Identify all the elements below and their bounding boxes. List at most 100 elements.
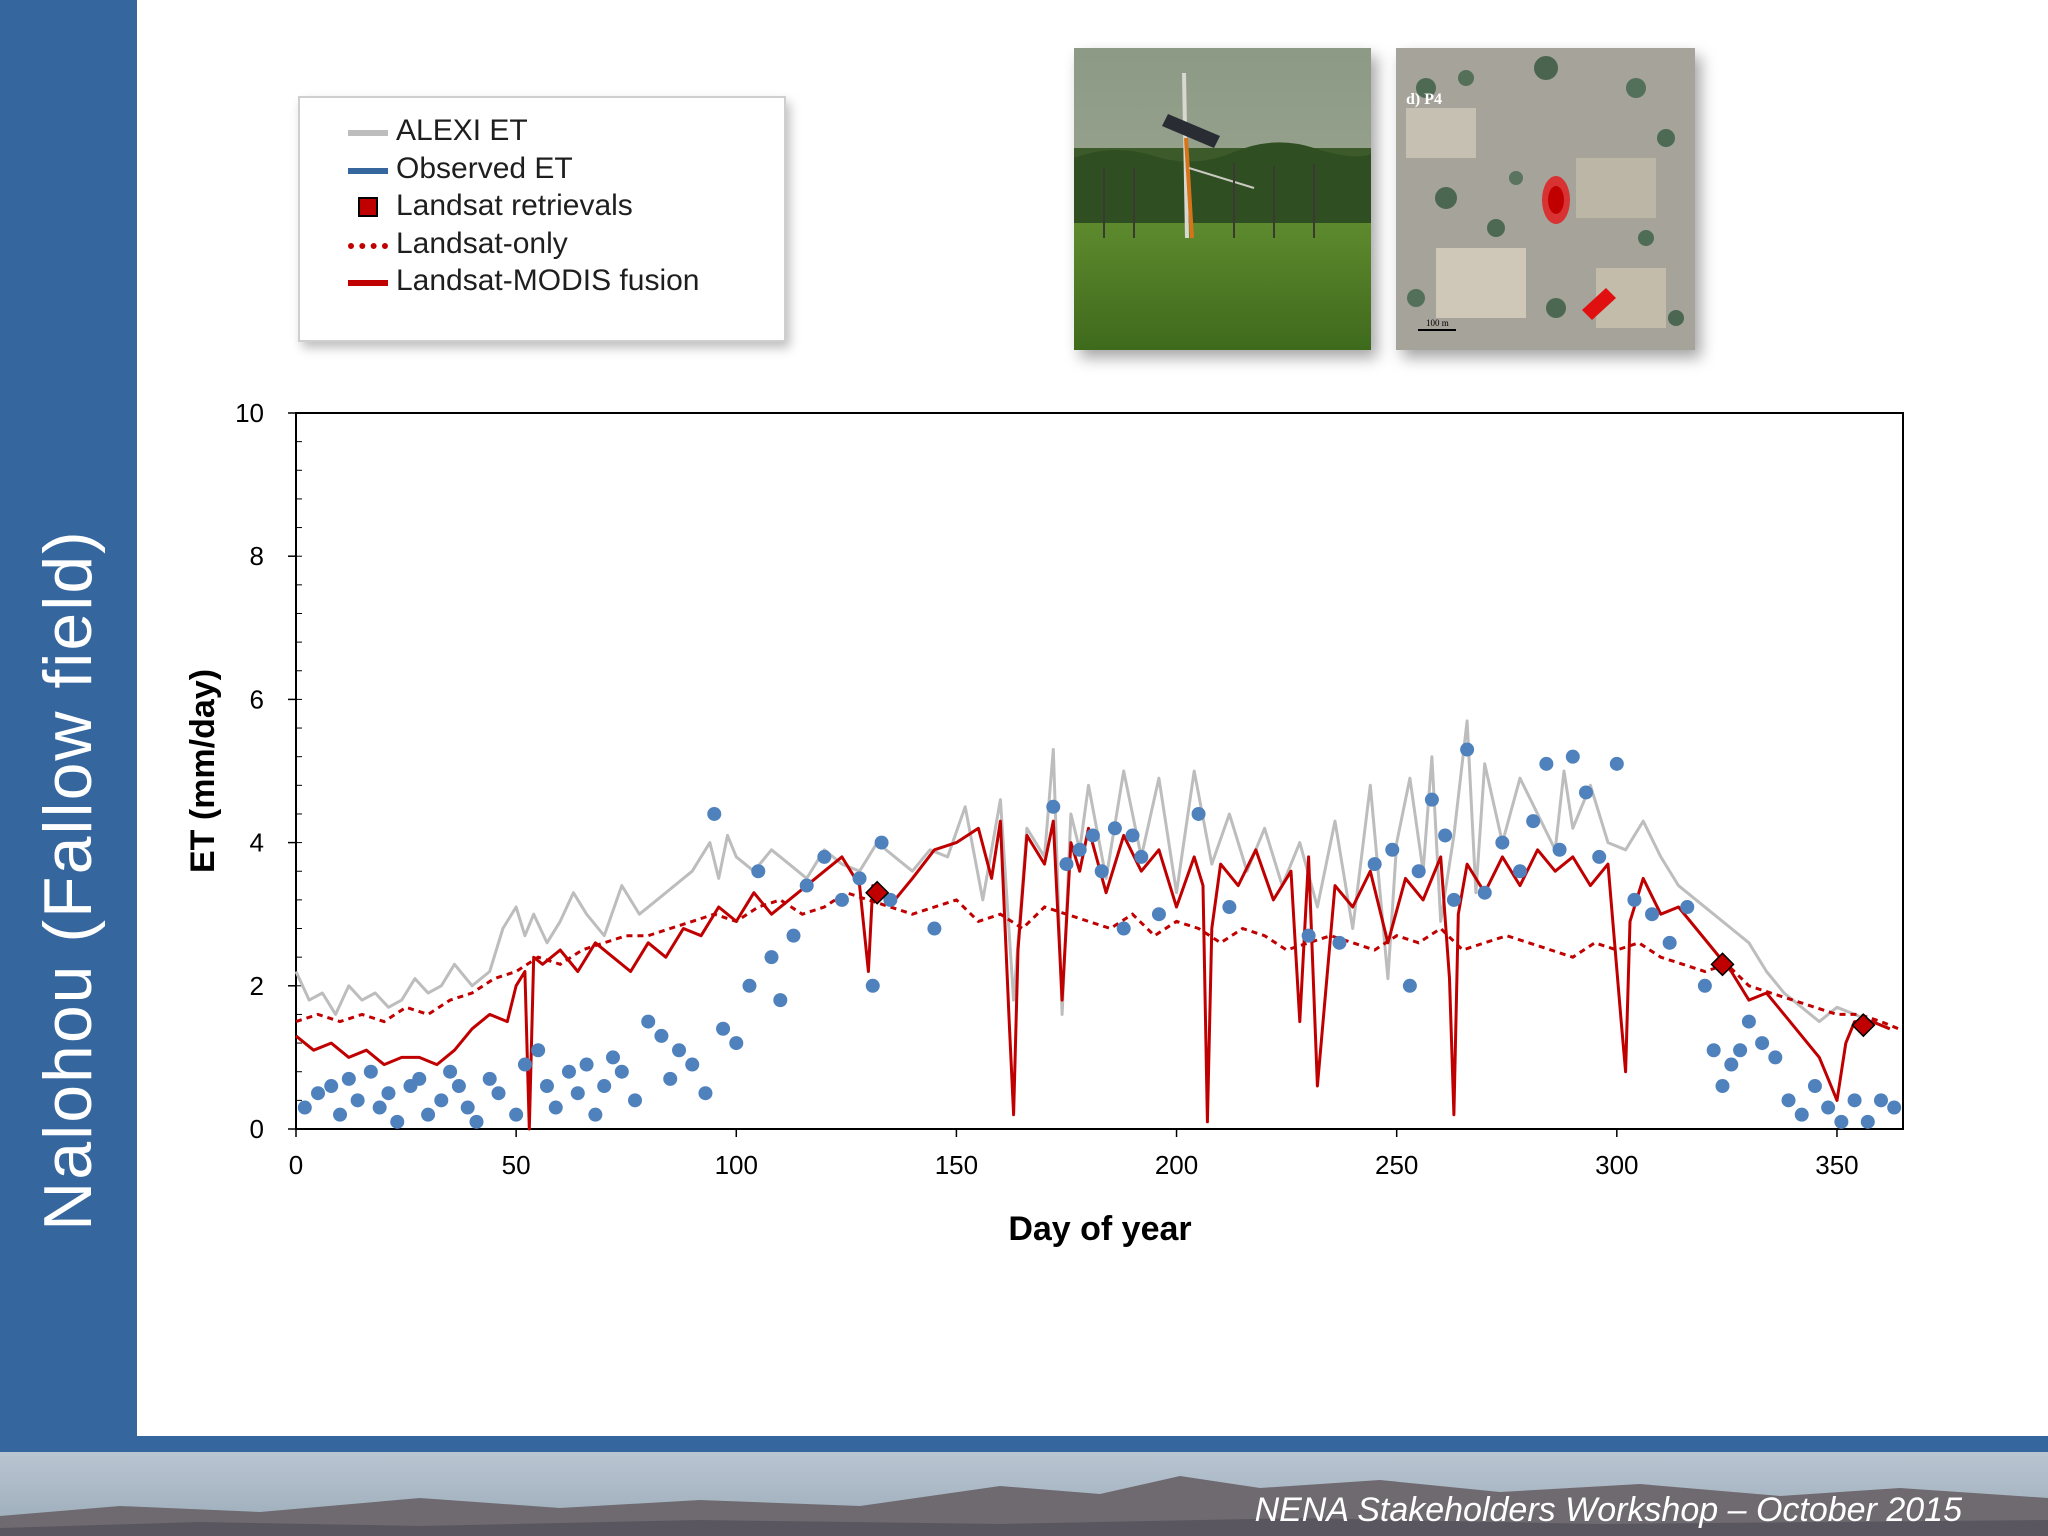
observed-et-point bbox=[1222, 900, 1237, 915]
legend-line-observed bbox=[348, 168, 388, 174]
x-tick-label: 150 bbox=[935, 1150, 978, 1180]
legend-line-alexi bbox=[348, 130, 388, 136]
observed-et-point bbox=[865, 978, 880, 993]
y-axis-ticks: 0 2 4 6 8 10 bbox=[235, 398, 296, 1144]
observed-et-point bbox=[1107, 821, 1122, 836]
observed-et-point bbox=[460, 1100, 475, 1115]
y-tick-label: 0 bbox=[250, 1114, 264, 1144]
observed-et-point bbox=[324, 1079, 339, 1094]
observed-et-point bbox=[1821, 1100, 1836, 1115]
x-axis-ticks: 0 50 100 150 200 250 300 350 bbox=[289, 1129, 1859, 1180]
observed-et-point bbox=[1367, 857, 1382, 872]
observed-et-point bbox=[1860, 1114, 1875, 1129]
observed-et-point bbox=[799, 878, 814, 893]
y-tick-label: 2 bbox=[250, 971, 264, 1001]
observed-et-point bbox=[597, 1079, 612, 1094]
map-panel-label: d) P4 bbox=[1406, 91, 1442, 108]
observed-et-point bbox=[363, 1064, 378, 1079]
observed-et-point bbox=[1592, 849, 1607, 864]
satellite-map-image: 100 m d) P4 bbox=[1396, 48, 1695, 350]
observed-et-point bbox=[531, 1043, 546, 1058]
legend-label-observed: Observed ET bbox=[396, 152, 573, 185]
observed-et-point bbox=[1609, 756, 1624, 771]
footer-divider bbox=[0, 1436, 2048, 1452]
chart-legend: ALEXI ET Observed ET Landsat retrievals … bbox=[298, 96, 786, 342]
observed-et-point bbox=[1460, 742, 1475, 757]
observed-et-point bbox=[1402, 978, 1417, 993]
observed-et-point bbox=[1755, 1036, 1770, 1051]
observed-et-point bbox=[707, 806, 722, 821]
observed-et-point bbox=[883, 892, 898, 907]
observed-et-point bbox=[1411, 864, 1426, 879]
observed-et-point bbox=[1385, 842, 1400, 857]
observed-et-point bbox=[1873, 1093, 1888, 1108]
observed-et-point bbox=[663, 1071, 678, 1086]
observed-et-point bbox=[1724, 1057, 1739, 1072]
observed-et-point bbox=[1424, 792, 1439, 807]
footer-caption: NENA Stakeholders Workshop – October 201… bbox=[1254, 1491, 1962, 1529]
series-landsat-only bbox=[295, 891, 1900, 1031]
observed-et-point bbox=[751, 864, 766, 879]
observed-et-point bbox=[491, 1086, 506, 1101]
legend-label-landsat-only: Landsat-only bbox=[396, 227, 568, 260]
observed-et-point bbox=[1834, 1114, 1849, 1129]
observed-et-point bbox=[1477, 885, 1492, 900]
footer: NENA Stakeholders Workshop – October 201… bbox=[0, 1436, 2048, 1536]
y-tick-label: 4 bbox=[250, 828, 264, 858]
x-tick-label: 250 bbox=[1375, 1150, 1418, 1180]
observed-et-point bbox=[451, 1079, 466, 1094]
observed-et-point bbox=[412, 1071, 427, 1086]
observed-et-point bbox=[1847, 1093, 1862, 1108]
observed-et-point bbox=[786, 928, 801, 943]
observed-et-point bbox=[685, 1057, 700, 1072]
observed-et-point bbox=[742, 978, 757, 993]
observed-et-point bbox=[874, 835, 889, 850]
observed-et-point bbox=[434, 1093, 449, 1108]
observed-et-point bbox=[1512, 864, 1527, 879]
observed-et-point bbox=[852, 871, 867, 886]
observed-et-point bbox=[539, 1079, 554, 1094]
observed-et-point bbox=[927, 921, 942, 936]
observed-et-point bbox=[1072, 842, 1087, 857]
observed-et-point bbox=[1733, 1043, 1748, 1058]
legend-label-retrievals: Landsat retrievals bbox=[396, 189, 633, 222]
observed-et-point bbox=[1794, 1107, 1809, 1122]
observed-et-point bbox=[1151, 907, 1166, 922]
observed-et-point bbox=[1680, 900, 1695, 915]
observed-et-point bbox=[341, 1071, 356, 1086]
sidebar: Nalohou (Fallow field) bbox=[0, 0, 137, 1436]
observed-et-point bbox=[729, 1036, 744, 1051]
x-tick-label: 50 bbox=[502, 1150, 531, 1180]
observed-et-point bbox=[1125, 828, 1140, 843]
observed-et-point bbox=[421, 1107, 436, 1122]
observed-et-point bbox=[1741, 1014, 1756, 1029]
observed-et-point bbox=[1495, 835, 1510, 850]
legend-item-observed: Observed ET bbox=[348, 150, 768, 188]
observed-et-point bbox=[1191, 806, 1206, 821]
observed-et-point bbox=[372, 1100, 387, 1115]
observed-et-point bbox=[297, 1100, 312, 1115]
observed-et-point bbox=[1332, 935, 1347, 950]
observed-et-point bbox=[1781, 1093, 1796, 1108]
mountain-backdrop bbox=[0, 1436, 2048, 1536]
observed-et-point bbox=[834, 892, 849, 907]
observed-et-point bbox=[548, 1100, 563, 1115]
observed-et-point bbox=[350, 1093, 365, 1108]
observed-et-point bbox=[716, 1021, 731, 1036]
observed-et-point bbox=[1768, 1050, 1783, 1065]
y-tick-label: 6 bbox=[250, 684, 264, 714]
x-tick-label: 350 bbox=[1815, 1150, 1858, 1180]
legend-item-fusion: Landsat-MODIS fusion bbox=[348, 262, 768, 300]
observed-et-point bbox=[509, 1107, 524, 1122]
observed-et-point bbox=[1094, 864, 1109, 879]
legend-line-fusion bbox=[348, 280, 388, 286]
plot-area bbox=[295, 412, 1904, 1130]
observed-et-point bbox=[1539, 756, 1554, 771]
observed-et-point bbox=[570, 1086, 585, 1101]
observed-et-point bbox=[311, 1086, 326, 1101]
observed-et-point bbox=[614, 1064, 629, 1079]
observed-et-point bbox=[1085, 828, 1100, 843]
legend-label-fusion: Landsat-MODIS fusion bbox=[396, 264, 700, 297]
observed-et-point bbox=[1627, 892, 1642, 907]
observed-et-point bbox=[1301, 928, 1316, 943]
